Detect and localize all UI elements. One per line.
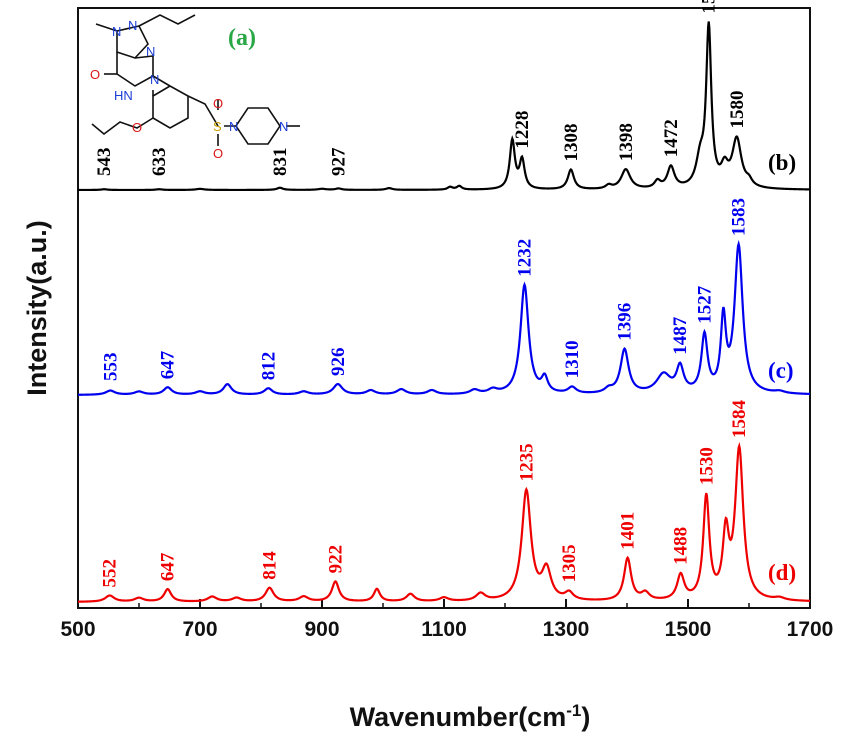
series-line-c xyxy=(77,239,811,396)
series-group xyxy=(77,21,811,603)
molecule-atoms: N N N O HN N O S O O N N xyxy=(90,18,288,161)
atom-label: N xyxy=(229,119,238,134)
x-tick-label: 500 xyxy=(60,618,95,641)
peak-label: 633 xyxy=(149,148,170,177)
atom-label: HN xyxy=(114,88,133,103)
peak-label: 1527 xyxy=(695,285,716,324)
peak-label: 647 xyxy=(158,350,179,379)
peak-label: 1401 xyxy=(618,512,639,550)
peak-label: 1305 xyxy=(559,544,580,582)
series-label-c: (c) xyxy=(768,358,794,383)
peak-label: 831 xyxy=(270,148,291,177)
peak-label: 1398 xyxy=(616,123,637,161)
peak-label: 1488 xyxy=(671,527,692,565)
peak-label: 927 xyxy=(329,147,350,176)
panel-label-a: (a) xyxy=(228,25,256,51)
x-tick-label: 700 xyxy=(182,618,217,641)
molecule-bond xyxy=(116,52,154,87)
peak-label: 1487 xyxy=(670,316,691,355)
molecule-bond xyxy=(187,95,219,127)
atom-label: O xyxy=(132,120,142,135)
peak-label: 552 xyxy=(100,559,121,588)
peak-label: 1584 xyxy=(729,400,750,439)
x-tick-label: 1700 xyxy=(787,618,834,641)
peak-label: 926 xyxy=(328,348,349,377)
molecule-bond xyxy=(116,25,149,59)
y-axis-title: Intensity(a.u.) xyxy=(22,220,52,396)
peak-label: 1472 xyxy=(661,119,682,157)
series-label-d: (d) xyxy=(768,560,796,585)
peak-label: 812 xyxy=(258,352,279,381)
x-axis-ticks: 500 700 900 1100 1300 1500 1700 xyxy=(60,599,833,641)
atom-label: N xyxy=(150,72,159,87)
molecule-bond xyxy=(91,117,154,136)
peak-label: 553 xyxy=(100,353,121,382)
atom-label: O xyxy=(90,67,100,82)
series-label-b: (b) xyxy=(768,150,796,175)
molecule-bond xyxy=(152,75,189,129)
peak-label: 1310 xyxy=(562,340,583,378)
peak-label: 1228 xyxy=(512,111,533,149)
atom-label: O xyxy=(213,146,223,161)
atom-label: N xyxy=(112,24,121,39)
x-tick-label: 1300 xyxy=(543,618,590,641)
series-line-d xyxy=(78,441,811,603)
peak-label: 1580 xyxy=(727,91,748,129)
atom-label: N xyxy=(128,18,137,33)
peak-label: 1235 xyxy=(516,443,537,481)
peak-label: 647 xyxy=(158,552,179,581)
peak-label: 814 xyxy=(260,551,281,580)
molecule-bond xyxy=(138,14,196,27)
molecule-structure xyxy=(91,14,300,146)
molecule-bond xyxy=(224,107,281,145)
peak-labels-group: 543 633 831 927 1228 1308 1398 1472 1534 1580 553 6… xyxy=(94,0,750,588)
peak-label: 1534 xyxy=(699,0,720,14)
peak-label: 922 xyxy=(325,545,346,574)
x-tick-label: 1500 xyxy=(665,618,712,641)
peak-label: 1396 xyxy=(615,303,636,341)
molecule-bond xyxy=(95,23,118,32)
series-line-b xyxy=(78,21,811,192)
peak-label: 1308 xyxy=(561,124,582,162)
atom-label: O xyxy=(213,96,223,111)
x-tick-label: 900 xyxy=(304,618,339,641)
atom-label: N xyxy=(279,119,288,134)
peak-label: 1530 xyxy=(696,447,717,485)
x-axis-title: Wavenumber(cm-1) xyxy=(350,701,591,732)
atom-label: N xyxy=(146,44,155,59)
peak-label: 1583 xyxy=(729,198,750,236)
peak-label: 1232 xyxy=(515,239,536,277)
x-tick-label: 1100 xyxy=(421,618,467,641)
peak-label: 543 xyxy=(94,148,115,177)
atom-label: S xyxy=(213,119,222,134)
